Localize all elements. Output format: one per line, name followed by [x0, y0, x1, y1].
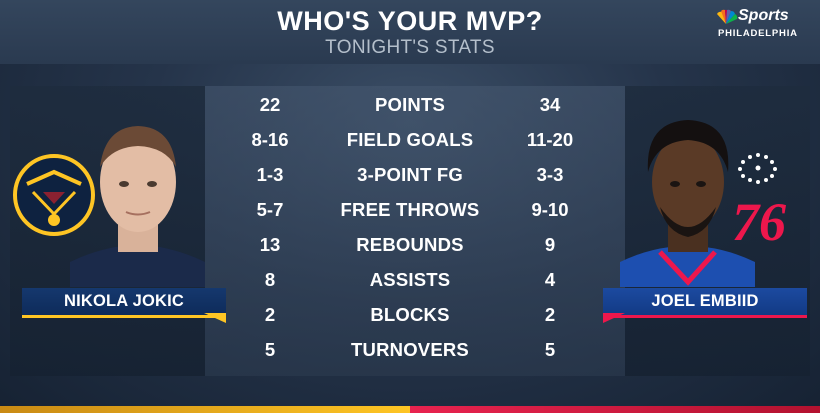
left-player-stat: 8: [264, 269, 276, 290]
stat-label: FREE THROWS: [340, 199, 480, 220]
left-player-stat: 5-7: [256, 199, 284, 220]
network-logo: Sports PHILADELPHIA: [714, 7, 806, 42]
stat-label: POINTS: [374, 94, 446, 115]
svg-text:76: 76: [732, 192, 786, 248]
right-player-stat: 11-20: [526, 129, 574, 150]
peacock-icon: [717, 9, 738, 24]
right-plate-accent: [603, 313, 625, 323]
left-player-stat: 8-16: [251, 129, 289, 150]
stats-panel: [205, 86, 625, 376]
left-player-stat: 1-3: [256, 164, 284, 185]
stat-label: ASSISTS: [369, 269, 451, 290]
nuggets-logo: [13, 154, 95, 236]
right-player-stat: 5: [544, 339, 556, 360]
network-wordmark: Sports: [738, 7, 789, 24]
sixers-76-logo: 76: [732, 153, 786, 248]
stat-row: 8-16 FIELD GOALS 11-20: [0, 123, 820, 158]
bottom-bar-red: [410, 406, 820, 413]
stat-row: 2 BLOCKS 2: [0, 298, 820, 333]
left-player-name: NIKOLA JOKIC: [22, 288, 226, 318]
right-player-stat: 3-3: [536, 164, 564, 185]
stat-label: BLOCKS: [370, 304, 450, 325]
left-player-stat: 5: [264, 339, 276, 360]
right-player-stat: 9: [544, 234, 556, 255]
stat-label: 3-POINT FG: [357, 164, 463, 185]
left-player-stat: 22: [259, 94, 281, 115]
left-player-photo: [70, 126, 205, 287]
stat-row: 1-3 3-POINT FG 3-3: [0, 158, 820, 193]
stat-label: FIELD GOALS: [346, 129, 474, 150]
right-player-stat: 9-10: [531, 199, 569, 220]
right-player-photo: [620, 120, 755, 287]
left-player-stat: 2: [264, 304, 276, 325]
stat-row: 8 ASSISTS 4: [0, 263, 820, 298]
stat-row: 5-7 FREE THROWS 9-10: [0, 193, 820, 228]
stat-row: 22 POINTS 34: [0, 88, 820, 123]
right-player-stat: 4: [544, 269, 556, 290]
right-player-name: JOEL EMBIID: [603, 288, 807, 318]
graphic-subtitle: TONIGHT'S STATS: [325, 37, 495, 58]
right-player-stat: 34: [539, 94, 561, 115]
right-player-stat: 2: [544, 304, 556, 325]
left-player-stat: 13: [259, 234, 281, 255]
header-band: [0, 0, 820, 64]
stat-label: REBOUNDS: [356, 234, 464, 255]
graphic-title: WHO'S YOUR MVP?: [277, 6, 543, 36]
stat-row: 13 REBOUNDS 9: [0, 228, 820, 263]
left-plate-accent: [204, 313, 226, 323]
network-city: PHILADELPHIA: [718, 28, 798, 39]
stat-row: 5 TURNOVERS 5: [0, 333, 820, 368]
stat-label: TURNOVERS: [351, 339, 469, 360]
bottom-bar-gold: [0, 406, 410, 413]
